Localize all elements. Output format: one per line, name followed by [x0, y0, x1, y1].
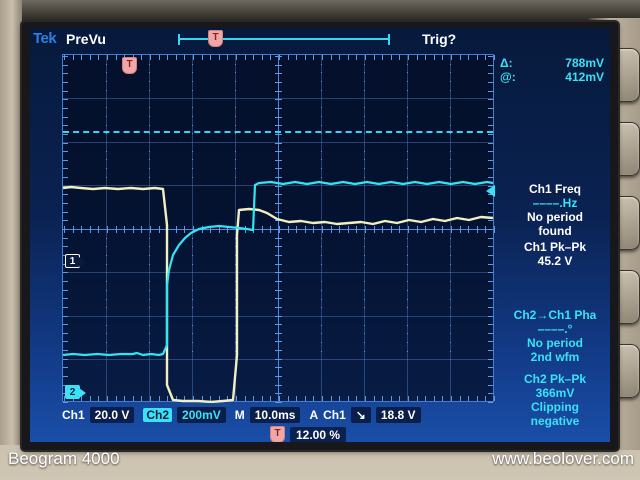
cursor-at-label: @:	[500, 70, 516, 84]
trigger-mode-label: A	[309, 408, 319, 422]
trigger-position-marker-icon[interactable]: T	[208, 30, 223, 47]
ch1-ground-marker[interactable]: 1	[65, 254, 86, 268]
trigger-setting[interactable]: A Ch1 ↘ 18.8 V	[309, 407, 421, 423]
measurement-panel: Δ: 788mV @: 412mV Ch1 Freq ––––.Hz No pe…	[500, 54, 610, 428]
measurement-ch2-ch1-phase[interactable]: Ch2→Ch1 Pha ––––.° No period 2nd wfm	[500, 308, 610, 364]
trigger-level-value: 18.8 V	[375, 407, 421, 423]
ch2-ground-marker[interactable]: 2	[65, 385, 86, 399]
tek-logo: Tek	[33, 30, 57, 47]
waveform-canvas	[63, 180, 494, 403]
measurement-note-2: found	[538, 224, 572, 238]
center-vertical-axis	[278, 55, 279, 401]
bezel-top	[0, 0, 640, 26]
caption-left: Beogram 4000	[8, 449, 120, 468]
settings-bar: Ch1 20.0 V Ch2 200mV M 10.0ms A Ch1 ↘ 18…	[62, 406, 494, 424]
ch2-setting[interactable]: Ch2 200mV	[143, 407, 226, 423]
measurement-value: 45.2 V	[537, 254, 573, 268]
cursor-at-value: 412mV	[565, 70, 604, 84]
trigger-level-arrow-icon[interactable]	[486, 185, 495, 197]
record-length-indicator[interactable]	[178, 34, 390, 45]
ch1-label: Ch1	[62, 408, 85, 422]
measurement-value: 366mV	[535, 386, 575, 400]
record-bar	[178, 38, 390, 40]
measurement-note-1: No period	[527, 210, 583, 224]
cursor-horizontal-line[interactable]	[63, 131, 493, 133]
ch1-scale-value: 20.0 V	[89, 407, 135, 423]
graticule[interactable]: T 1 2	[62, 54, 495, 403]
cursor-delta-row: Δ: 788mV	[500, 56, 610, 70]
ch1-setting[interactable]: Ch1 20.0 V	[62, 407, 135, 423]
oscilloscope-screen: Tek PreVu T Trig?	[30, 28, 610, 442]
measurement-note-1: Clipping	[531, 400, 579, 414]
measurement-title: Ch2→Ch1 Pha	[513, 308, 597, 322]
measurement-note-1: No period	[527, 336, 583, 350]
trigger-state-label: Trig?	[422, 31, 457, 47]
cursor-readout: Δ: 788mV @: 412mV	[500, 56, 610, 84]
trigger-position-readout: T 12.00 %	[270, 426, 347, 442]
trigger-position-value: 12.00 %	[290, 426, 347, 442]
caption-right: www.beolover.com	[492, 449, 634, 468]
ch2-trace	[63, 180, 494, 357]
ch1-trace	[63, 185, 494, 403]
record-bracket-right	[388, 34, 390, 45]
measurement-value: ––––.Hz	[532, 196, 578, 210]
trigger-marker-icon[interactable]: T	[122, 57, 137, 74]
measurement-note-2: 2nd wfm	[530, 350, 580, 364]
cursor-delta-label: Δ:	[500, 56, 513, 70]
measurement-ch2-pkpk[interactable]: Ch2 Pk–Pk 366mV Clipping negative	[500, 372, 610, 428]
cursor-delta-value: 788mV	[565, 56, 604, 70]
trigger-source-label: Ch1	[323, 408, 346, 422]
timebase-value: 10.0ms	[249, 407, 301, 423]
acquisition-mode-label: PreVu	[66, 31, 106, 47]
cursor-at-row: @: 412mV	[500, 70, 610, 84]
trigger-slope-icon: ↘	[350, 407, 371, 423]
timebase-label: M	[234, 408, 245, 422]
measurement-title: Ch2 Pk–Pk	[523, 372, 587, 386]
measurement-ch1-pkpk[interactable]: Ch1 Pk–Pk 45.2 V	[500, 240, 610, 268]
measurement-value: ––––.°	[537, 322, 573, 336]
trigger-position-icon: T	[270, 426, 285, 442]
ch2-label: Ch2	[143, 408, 173, 422]
ch2-scale-value: 200mV	[177, 407, 226, 423]
measurement-ch1-freq[interactable]: Ch1 Freq ––––.Hz No period found	[500, 182, 610, 238]
bezel-left	[0, 0, 22, 445]
measurement-title: Ch1 Pk–Pk	[523, 240, 587, 254]
measurement-title: Ch1 Freq	[528, 182, 581, 196]
top-status-bar: Tek PreVu T Trig?	[30, 28, 610, 50]
measurement-note-2: negative	[530, 414, 580, 428]
timebase-setting[interactable]: M 10.0ms	[235, 407, 301, 423]
